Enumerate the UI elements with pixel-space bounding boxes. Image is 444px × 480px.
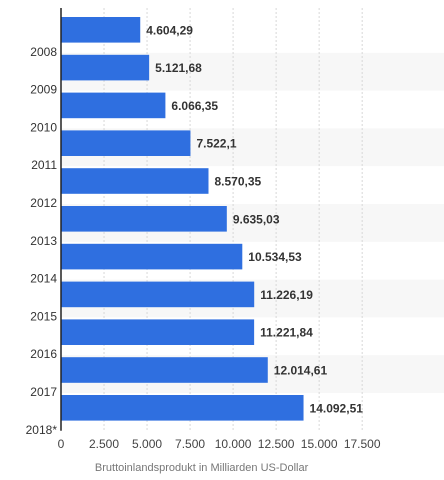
data-label: 11.226,19 <box>260 288 313 302</box>
data-label: 10.534,53 <box>248 250 302 264</box>
category-label: 2012 <box>30 196 57 210</box>
category-labels: 2008 2009 2010 2011 2012 2013 2014 2015 2016 2017… <box>26 45 58 437</box>
x-tick-label: 2.500 <box>89 437 119 451</box>
category-label: 2015 <box>30 309 57 323</box>
data-label: 11.221,84 <box>260 326 313 340</box>
data-label: 5.121,68 <box>155 61 202 75</box>
bar-2017 <box>61 357 268 383</box>
data-label: 14.092,51 <box>310 401 364 415</box>
bar-2009 <box>61 54 150 81</box>
bar-2008 <box>61 17 141 43</box>
data-label: 7.522,1 <box>196 137 236 151</box>
category-label: 2014 <box>30 272 57 286</box>
category-label: 2013 <box>30 234 57 248</box>
category-label: 2017 <box>30 385 57 399</box>
bar-2016 <box>61 319 255 345</box>
bar-2010 <box>61 92 166 119</box>
data-label: 9.635,03 <box>233 212 280 226</box>
x-axis-title: Bruttoinlandsprodukt in Milliarden US-Do… <box>95 462 309 474</box>
bar-2013 <box>61 206 227 232</box>
category-label: 2018* <box>26 423 58 437</box>
x-tick-labels: 0 2.500 5.000 7.500 10.000 12.500 15.000 17.500 <box>58 437 381 451</box>
x-tick-label: 0 <box>58 437 65 451</box>
x-tick-label: 5.000 <box>132 437 162 451</box>
bar-2015 <box>61 281 255 308</box>
category-label: 2010 <box>30 120 57 134</box>
data-label: 6.066,35 <box>171 99 218 113</box>
data-label: 12.014,61 <box>274 364 328 378</box>
bar-2014 <box>61 243 243 270</box>
data-label: 8.570,35 <box>214 175 261 189</box>
category-label: 2016 <box>30 347 57 361</box>
x-tick-label: 10.000 <box>215 437 252 451</box>
data-label: 4.604,29 <box>146 23 193 37</box>
category-label: 2008 <box>30 45 57 59</box>
x-tick-label: 7.500 <box>175 437 205 451</box>
bar-2012 <box>61 168 209 194</box>
data-labels: 4.604,29 5.121,68 6.066,35 7.522,1 8.570,35 9… <box>146 23 363 415</box>
x-tick-label: 17.500 <box>344 437 381 451</box>
bar-2018 <box>61 395 304 421</box>
bar-2011 <box>61 130 191 156</box>
x-tick-label: 12.500 <box>258 437 295 451</box>
category-label: 2009 <box>30 83 57 97</box>
x-tick-label: 15.000 <box>301 437 338 451</box>
bars <box>61 17 304 421</box>
category-label: 2011 <box>31 158 57 172</box>
